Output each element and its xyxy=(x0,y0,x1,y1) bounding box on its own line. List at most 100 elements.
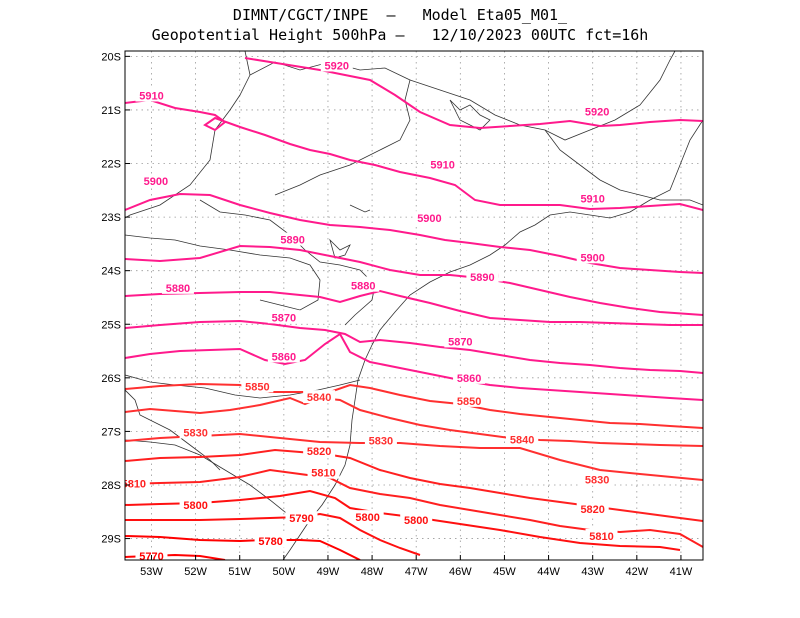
lat-tick-label: 21S xyxy=(101,105,121,117)
contour-label-background xyxy=(320,58,353,72)
lon-tick-label: 42W xyxy=(626,566,649,578)
contour-label-background xyxy=(351,510,384,524)
lon-tick-label: 45W xyxy=(493,566,516,578)
lon-tick-label: 46W xyxy=(449,566,472,578)
state-border-ms xyxy=(125,234,321,311)
contour-5860 xyxy=(125,332,703,401)
contour-label-background xyxy=(267,310,300,324)
contour-label-5810: 5810 xyxy=(122,478,146,490)
contour-label-5830: 5830 xyxy=(369,436,393,448)
contour-label-5830: 5830 xyxy=(183,427,207,439)
contour-5900 xyxy=(125,192,703,274)
contour-label-background xyxy=(135,549,168,560)
contour-label-5870: 5870 xyxy=(272,312,296,324)
lon-tick-label: 41W xyxy=(670,566,693,578)
lake-detail-2 xyxy=(329,238,351,259)
contour-label-5870: 5870 xyxy=(448,336,472,348)
contour-label-5820: 5820 xyxy=(307,446,331,458)
contour-label-5860: 5860 xyxy=(272,351,296,363)
contour-label-5900: 5900 xyxy=(417,213,441,225)
contour-label-5920: 5920 xyxy=(585,107,609,119)
contour-label-background xyxy=(585,528,618,542)
lake-detail-1 xyxy=(449,99,491,131)
contour-label-background xyxy=(576,191,609,205)
lon-tick-label: 44W xyxy=(537,566,560,578)
contour-label-background xyxy=(139,174,172,188)
state-border-rj xyxy=(544,129,703,206)
contour-5890 xyxy=(125,244,703,316)
state-border-sc-rs xyxy=(125,439,301,521)
state-border-sp-pr xyxy=(199,199,376,326)
contour-label-background xyxy=(581,104,614,118)
contour-label-background xyxy=(161,280,194,294)
contour-label-background xyxy=(276,232,309,246)
lat-tick-label: 23S xyxy=(101,212,121,224)
contour-label-background xyxy=(135,88,168,102)
contour-label-5910: 5910 xyxy=(139,90,163,102)
contour-label-5850: 5850 xyxy=(245,381,269,393)
contour-label-5810: 5810 xyxy=(589,531,613,543)
contour-label-background xyxy=(347,278,380,292)
contour-label-background xyxy=(303,390,336,404)
contour-5830 xyxy=(125,432,703,481)
contour-label-background xyxy=(506,432,539,446)
contour-label-5880: 5880 xyxy=(166,283,190,295)
lat-tick-label: 25S xyxy=(101,319,121,331)
contour-label-background xyxy=(285,511,318,525)
contour-5870 xyxy=(125,319,703,374)
contour-5840 xyxy=(125,396,703,447)
contour-label-background xyxy=(307,465,340,479)
lon-tick-label: 50W xyxy=(273,566,296,578)
contour-label-background xyxy=(179,497,212,511)
contour-label-background xyxy=(453,393,486,407)
contour-label-background xyxy=(267,349,300,363)
lon-tick-label: 49W xyxy=(317,566,340,578)
contour-label-5790: 5790 xyxy=(289,513,313,525)
axis-labels: 53W 52W 51W 50W 49W 48W 47W 46W 45W 44W 43W 42W 41W 2… xyxy=(101,51,692,578)
lat-tick-label: 29S xyxy=(101,534,121,546)
lat-tick-label: 20S xyxy=(101,51,121,63)
contour-label-5810: 5810 xyxy=(311,468,335,480)
lon-tick-label: 43W xyxy=(581,566,604,578)
contour-label-background xyxy=(125,476,150,490)
contour-label-background xyxy=(400,512,433,526)
contour-label-5840: 5840 xyxy=(307,392,331,404)
contour-label-5880: 5880 xyxy=(351,281,375,293)
contour-label-5890: 5890 xyxy=(470,272,494,284)
contour-label-background xyxy=(444,334,477,348)
contour-label-background xyxy=(254,534,287,548)
contour-label-5860: 5860 xyxy=(457,373,481,385)
contour-5910 xyxy=(125,98,703,211)
contour-label-5800: 5800 xyxy=(404,515,428,527)
lat-tick-label: 26S xyxy=(101,373,121,385)
lat-tick-label: 27S xyxy=(101,426,121,438)
contour-label-5780: 5780 xyxy=(258,536,282,548)
contour-label-5820: 5820 xyxy=(580,504,604,516)
contour-label-5890: 5890 xyxy=(280,235,304,247)
contour-label-background xyxy=(466,270,499,284)
contour-label-5900: 5900 xyxy=(580,252,604,264)
lon-tick-label: 52W xyxy=(184,566,207,578)
contour-labels: 5920 5920 5910 5910 5910 5900 5900 5900 5890 5890… xyxy=(122,58,618,560)
map-frame xyxy=(124,50,704,561)
chart-title-line-2: Geopotential Height 500hPa – 12/10/2023 … xyxy=(151,26,649,44)
lat-tick-label: 22S xyxy=(101,159,121,171)
contour-label-5800: 5800 xyxy=(183,500,207,512)
state-border-mg-sp xyxy=(249,61,411,196)
lat-tick-label: 28S xyxy=(101,480,121,492)
contour-5880 xyxy=(125,289,703,326)
contour-label-5910: 5910 xyxy=(580,193,604,205)
lake-detail-3 xyxy=(349,204,371,213)
contour-label-background xyxy=(453,370,486,384)
lon-tick-label: 53W xyxy=(140,566,163,578)
lon-tick-label: 51W xyxy=(228,566,251,578)
contour-label-background xyxy=(581,472,614,486)
contour-label-5900: 5900 xyxy=(144,176,168,188)
state-border-north xyxy=(125,51,251,219)
contour-5820 xyxy=(125,448,703,522)
contour-label-background xyxy=(179,425,212,439)
lat-tick-label: 24S xyxy=(101,266,121,278)
chart-title-line-1: DIMNT/CGCT/INPE – Model Eta05_M01_ xyxy=(232,6,568,24)
contour-label-background xyxy=(241,379,274,393)
